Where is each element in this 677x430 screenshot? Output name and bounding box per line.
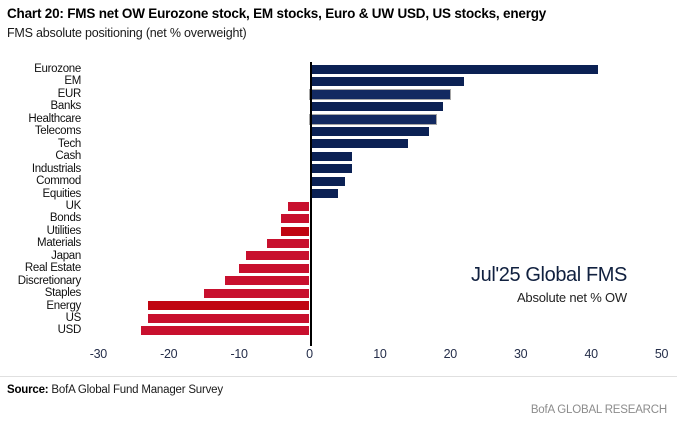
bar-banks [309,102,444,112]
category-label-industrials: Industrials [31,162,81,175]
footer-divider [0,376,677,377]
chart-title: Chart 20: FMS net OW Eurozone stock, EM … [7,6,547,21]
bar-tech [309,139,409,149]
bar-uk [288,201,310,211]
bofa-global-research-watermark: BofA GLOBAL RESEARCH [530,404,667,416]
category-label-japan: Japan [51,249,81,262]
x-axis-tick--20: -20 [160,347,178,361]
category-label-discretionary: Discretionary [17,274,82,287]
bar-cash [309,151,352,161]
annotation-metric: Absolute net % OW [516,290,627,305]
category-label-utilities: Utilities [46,224,82,237]
bar-us [147,313,310,323]
source-text: BofA Global Fund Manager Survey [48,384,223,396]
zero-axis-line [309,62,312,346]
bar-eurozone [309,64,599,74]
bar-energy [147,301,310,311]
category-label-eurozone: Eurozone [34,63,81,75]
bar-usd [140,326,310,336]
x-axis-tick--10: -10 [230,347,248,361]
category-label-staples: Staples [44,287,82,300]
bar-industrials [309,164,352,174]
category-label-banks: Banks [50,100,82,113]
bar-eur [309,89,451,99]
category-label-us: US [65,312,82,324]
category-label-uk: UK [65,199,82,212]
x-axis-tick-0: 0 [306,347,313,361]
bar-japan [246,251,310,261]
bar-discretionary [225,276,310,286]
annotation-survey-name: Jul'25 Global FMS [471,264,627,286]
bar-em [309,77,465,87]
bar-telecoms [309,126,430,136]
source-note: Source: BofA Global Fund Manager Survey [7,384,223,396]
category-label-commod: Commod [36,175,81,188]
category-label-usd: USD [57,324,82,337]
category-label-cash: Cash [55,150,81,163]
chart-subtitle: FMS absolute positioning (net % overweig… [7,26,247,40]
x-axis-tick--30: -30 [89,347,107,361]
category-label-tech: Tech [57,137,81,150]
x-axis-tick-10: 10 [373,347,387,361]
bar-healthcare [309,114,437,124]
category-label-bonds: Bonds [49,212,81,225]
bar-materials [267,239,310,249]
bar-bonds [281,214,310,224]
source-label: Source: [7,384,49,396]
category-label-em: EM [64,75,81,88]
x-axis-tick-20: 20 [443,347,458,361]
category-label-healthcare: Healthcare [28,112,81,125]
x-axis-tick-50: 50 [654,347,669,361]
category-label-materials: Materials [37,237,81,250]
bar-equities [309,189,338,199]
category-label-telecoms: Telecoms [34,125,81,138]
bar-utilities [281,226,310,236]
x-axis-tick-30: 30 [514,347,528,361]
bar-real-estate [239,263,310,273]
bar-commod [309,176,345,186]
category-label-real-estate: Real Estate [24,262,81,275]
category-label-equities: Equities [42,187,81,200]
category-label-energy: Energy [46,299,81,312]
bar-staples [203,288,310,298]
category-label-eur: EUR [57,87,82,100]
x-axis-tick-40: 40 [584,347,598,361]
